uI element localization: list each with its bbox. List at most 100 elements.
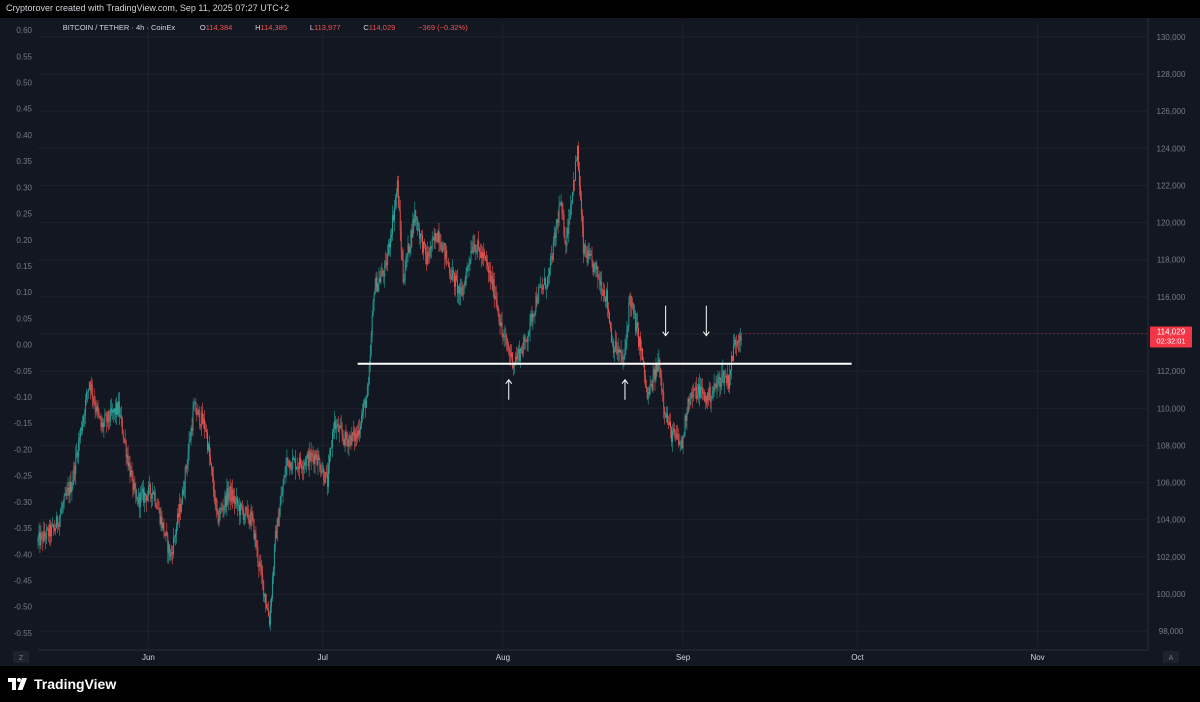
candle-body (105, 415, 107, 416)
candle-body (461, 292, 463, 296)
candle-body (427, 252, 429, 257)
candle-body (546, 287, 547, 289)
legend-c-value: 114,029 (369, 23, 396, 32)
candle-body (297, 467, 299, 468)
left-tick-label: 0.05 (16, 314, 32, 323)
left-tick-label: 0.45 (16, 105, 32, 114)
candle-body (604, 290, 606, 298)
candle-body (176, 526, 177, 535)
candle-body (503, 336, 505, 337)
candle-body (177, 513, 179, 518)
candle-body (661, 378, 663, 392)
candle-body (52, 524, 53, 526)
left-tick-label: 0.55 (16, 52, 32, 61)
candle-body (568, 219, 570, 234)
candle-body (141, 492, 143, 494)
price-tick-label: 106,000 (1157, 479, 1186, 488)
candle-body (589, 253, 591, 257)
candle-body (703, 392, 705, 402)
candle-body (593, 263, 595, 272)
candle-body (259, 563, 261, 567)
candle-body (488, 270, 490, 273)
candle-body (430, 246, 432, 249)
candle-body (643, 361, 645, 376)
time-axis[interactable]: Jun Jul Aug Sep Oct Nov (38, 649, 1148, 662)
candle-body (350, 436, 352, 446)
candle-body (536, 296, 538, 304)
candle-body (77, 452, 79, 457)
candle-body (708, 386, 710, 401)
candle-body (203, 419, 205, 424)
candle-body (302, 465, 304, 470)
candle-body (478, 240, 480, 248)
candle-body (68, 487, 70, 496)
candle-body (329, 455, 330, 465)
candle-body (328, 464, 330, 487)
candle-body (337, 423, 339, 432)
candle-body (151, 492, 153, 499)
candle-body (376, 277, 378, 292)
candle-body (421, 233, 423, 236)
candle-body (552, 241, 554, 260)
candle-body (39, 532, 41, 546)
candle-body (498, 313, 500, 323)
candle-body (602, 292, 604, 296)
candle-body (547, 275, 549, 277)
candle-body (225, 495, 227, 508)
candle-body (361, 415, 362, 426)
candle-body (283, 475, 285, 485)
candle-body (147, 495, 148, 501)
candle-body (551, 256, 553, 260)
candle-body (174, 536, 176, 538)
candle-body (714, 383, 716, 386)
candle-body (595, 262, 597, 270)
candle-body (275, 530, 277, 539)
last-price-badge: 114,029 02:32:01 (1150, 326, 1192, 348)
candle-body (182, 489, 184, 495)
candle-body (307, 453, 309, 467)
candle-body (222, 509, 224, 510)
candle-body (434, 233, 436, 241)
candle-body (508, 348, 510, 350)
candle-body (155, 504, 157, 508)
candle-body (609, 312, 610, 324)
candlestick-chart[interactable]: 0.60 0.55 0.50 0.45 0.40 0.35 0.30 0.25 0.20 0.15… (0, 18, 1200, 666)
candle-body (387, 254, 389, 266)
candle-body (382, 270, 384, 275)
candle-body (325, 472, 327, 483)
candle-body (481, 251, 483, 258)
drawings (357, 305, 1148, 400)
candle-body (411, 230, 413, 238)
candle-body (118, 401, 120, 417)
corner-right[interactable]: A (1163, 651, 1179, 663)
candle-body (69, 481, 71, 496)
corner-left[interactable]: Z (13, 651, 29, 663)
candle-body (164, 533, 166, 536)
candle-body (734, 339, 736, 345)
legend-change: −369 (−0.32%) (418, 23, 468, 32)
candle-body (312, 454, 314, 458)
candle-body (635, 313, 637, 332)
candle-body (662, 391, 664, 393)
tradingview-logo[interactable]: TradingView (8, 676, 116, 692)
candle-body (544, 278, 546, 285)
candle-body (705, 396, 707, 404)
candle-body (248, 519, 250, 521)
candle-body (684, 415, 686, 435)
candle-body (230, 486, 232, 502)
chart-frame[interactable]: 0.60 0.55 0.50 0.45 0.40 0.35 0.30 0.25 0.20 0.15… (0, 18, 1200, 666)
candle-body (396, 180, 398, 193)
candle-body (462, 286, 464, 296)
candle-body (48, 528, 50, 537)
candle-body (171, 552, 173, 555)
candle-body (458, 286, 460, 295)
left-tick-label: 0.00 (16, 341, 32, 350)
candle-body (572, 191, 574, 204)
candle-body (454, 272, 455, 287)
price-tick-label: 112,000 (1157, 367, 1186, 376)
candle-body (56, 516, 58, 526)
candle-body (204, 419, 206, 429)
candle-body (701, 386, 702, 390)
candle-body (355, 433, 357, 442)
candle-body (104, 415, 106, 423)
